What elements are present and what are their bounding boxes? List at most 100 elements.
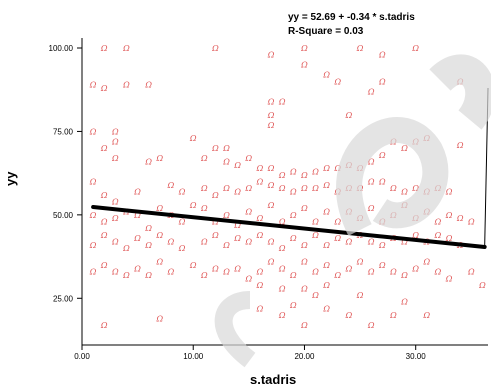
data-point: Ω <box>300 321 308 330</box>
data-point: Ω <box>245 274 253 283</box>
data-point: Ω <box>478 281 486 290</box>
data-point: Ω <box>345 264 353 273</box>
data-point: Ω <box>189 261 197 270</box>
data-point: Ω <box>133 188 141 197</box>
data-point: Ω <box>156 231 164 240</box>
data-point: Ω <box>289 271 297 280</box>
data-point: Ω <box>156 154 164 163</box>
data-point: Ω <box>345 238 353 247</box>
data-point: Ω <box>322 281 330 290</box>
data-point: Ω <box>256 164 264 173</box>
data-point: Ω <box>267 258 275 267</box>
data-point: Ω <box>100 231 108 240</box>
data-point: Ω <box>89 211 97 220</box>
data-point: Ω <box>89 241 97 250</box>
data-point: Ω <box>434 218 442 227</box>
data-point: Ω <box>133 264 141 273</box>
data-point: Ω <box>400 298 408 307</box>
data-point: Ω <box>167 181 175 190</box>
data-point: Ω <box>334 271 342 280</box>
data-point: Ω <box>100 44 108 53</box>
y-tick-label: 75.00 <box>53 127 74 136</box>
data-point: Ω <box>378 51 386 60</box>
data-point: Ω <box>245 238 253 247</box>
data-point: Ω <box>256 304 264 313</box>
data-point: Ω <box>400 144 408 153</box>
data-point: Ω <box>245 208 253 217</box>
data-point: Ω <box>233 234 241 243</box>
data-point: Ω <box>211 264 219 273</box>
regression-equation: yy = 52.69 + -0.34 * s.tadris <box>288 12 415 23</box>
data-point: Ω <box>311 167 319 176</box>
data-point: Ω <box>467 268 475 277</box>
data-point: Ω <box>356 291 364 300</box>
data-point: Ω <box>144 81 152 90</box>
data-point: Ω <box>111 137 119 146</box>
y-axis-label: yy <box>3 171 18 186</box>
data-point: Ω <box>300 258 308 267</box>
data-point: Ω <box>334 164 342 173</box>
data-point: Ω <box>334 77 342 86</box>
data-point: Ω <box>100 321 108 330</box>
data-point: Ω <box>367 204 375 213</box>
data-point: Ω <box>311 268 319 277</box>
data-point: Ω <box>423 258 431 267</box>
data-point: Ω <box>178 218 186 227</box>
data-point: Ω <box>245 154 253 163</box>
data-point: Ω <box>167 268 175 277</box>
data-point: Ω <box>256 214 264 223</box>
data-point: Ω <box>89 177 97 186</box>
data-point: Ω <box>178 244 186 253</box>
x-tick-label: 30.00 <box>406 352 427 361</box>
data-point: Ω <box>456 214 464 223</box>
y-axis: 25.00 50.00 75.00 100.00 <box>49 44 82 303</box>
data-point: Ω <box>300 184 308 193</box>
data-point: Ω <box>144 157 152 166</box>
data-point: Ω <box>267 201 275 210</box>
data-point: Ω <box>200 238 208 247</box>
data-point: Ω <box>456 141 464 150</box>
data-point: Ω <box>322 71 330 80</box>
data-point: Ω <box>100 144 108 153</box>
plot-frame <box>81 38 488 346</box>
data-point: Ω <box>100 84 108 93</box>
data-point: Ω <box>378 261 386 270</box>
data-point: Ω <box>423 311 431 320</box>
data-point: Ω <box>300 241 308 250</box>
data-point: Ω <box>156 314 164 323</box>
data-point: Ω <box>311 291 319 300</box>
data-point: Ω <box>211 44 219 53</box>
data-point: Ω <box>311 218 319 227</box>
data-point: Ω <box>111 127 119 136</box>
data-point: Ω <box>189 134 197 143</box>
data-point: Ω <box>389 268 397 277</box>
data-point: Ω <box>445 188 453 197</box>
data-point: Ω <box>278 284 286 293</box>
data-point: Ω <box>267 51 275 60</box>
data-point: Ω <box>322 304 330 313</box>
data-point: Ω <box>378 241 386 250</box>
data-point: Ω <box>111 198 119 207</box>
data-point: Ω <box>89 127 97 136</box>
data-point: Ω <box>400 238 408 247</box>
data-point: Ω <box>278 218 286 227</box>
data-point: Ω <box>200 204 208 213</box>
data-point: Ω <box>367 321 375 330</box>
watermark-decoration <box>214 54 491 368</box>
data-point: Ω <box>133 211 141 220</box>
data-point: Ω <box>144 241 152 250</box>
data-point: Ω <box>245 184 253 193</box>
data-point: Ω <box>334 234 342 243</box>
data-point: Ω <box>300 204 308 213</box>
data-point: Ω <box>89 81 97 90</box>
data-point: Ω <box>345 111 353 120</box>
data-point: Ω <box>100 191 108 200</box>
data-point: Ω <box>211 144 219 153</box>
data-point: Ω <box>445 274 453 283</box>
data-point: Ω <box>300 171 308 180</box>
data-point: Ω <box>211 218 219 227</box>
data-point: Ω <box>111 238 119 247</box>
data-point: Ω <box>367 177 375 186</box>
data-point: Ω <box>111 268 119 277</box>
data-point: Ω <box>322 164 330 173</box>
